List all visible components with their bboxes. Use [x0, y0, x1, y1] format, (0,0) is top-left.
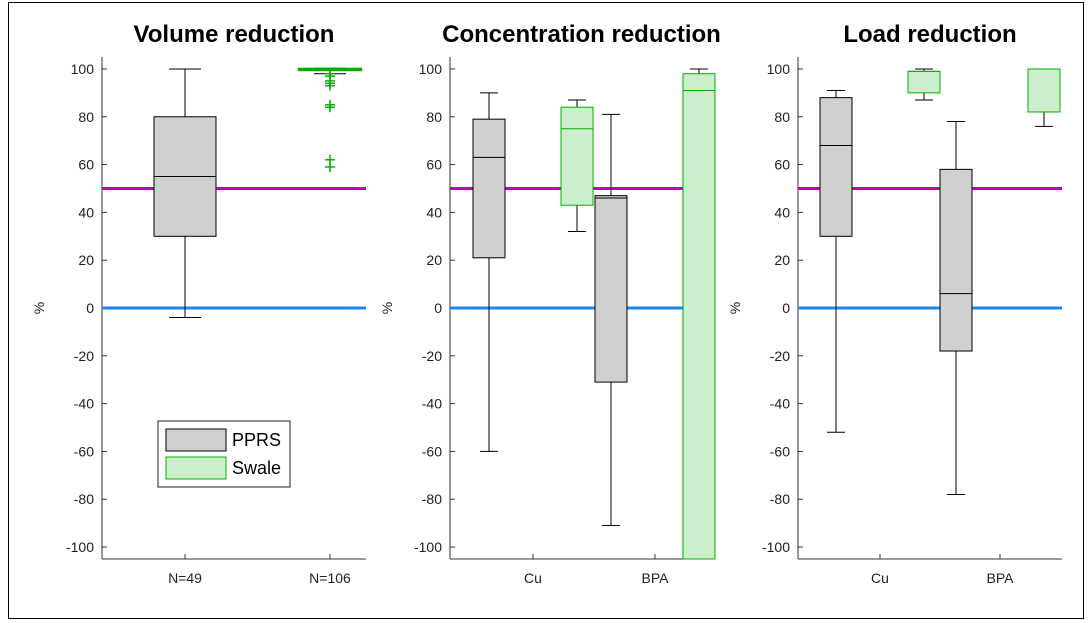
legend-swatch-pprs	[165, 428, 227, 452]
legend: PPRS Swale	[157, 420, 291, 488]
y-tick-label: 0	[782, 300, 790, 316]
legend-swatch-swale	[165, 456, 227, 480]
y-tick-label: 40	[426, 204, 442, 220]
y-tick-label: 80	[774, 109, 790, 125]
box-pprs-bpa	[939, 121, 973, 495]
y-tick-label: 0	[86, 300, 94, 316]
y-tick-label: 20	[426, 252, 442, 268]
chart-title: Volume reduction	[134, 21, 335, 48]
panel-1: Volume reduction% 100 80 60 40 20 0 -20 -40 -60 -8…	[31, 21, 366, 586]
y-tick-label: -60	[422, 443, 442, 459]
y-tick-label: -100	[414, 539, 442, 555]
interquartile-box	[819, 97, 853, 237]
y-tick-label: -80	[770, 491, 790, 507]
y-tick-label: -20	[74, 348, 94, 364]
y-tick-label: 0	[434, 300, 442, 316]
legend-label-swale: Swale	[232, 458, 281, 478]
x-tick-label: Cu	[524, 570, 542, 586]
y-tick-label: 20	[78, 252, 94, 268]
outlier-marker	[325, 161, 335, 172]
chart-title: Concentration reduction	[442, 21, 721, 48]
y-tick-label: -60	[74, 443, 94, 459]
y-tick-label: -60	[770, 443, 790, 459]
box-swale-cu	[560, 99, 594, 233]
x-tick-label: BPA	[642, 570, 670, 586]
box-swale-bpa	[1027, 68, 1061, 127]
y-tick-label: -100	[762, 539, 790, 555]
panel-3: Load reduction% 100 80 60 40 20 0 -20 -40 -60 -80 -…	[727, 21, 1062, 586]
y-axis-label: %	[379, 302, 395, 314]
y-tick-label: 60	[78, 157, 94, 173]
interquartile-box	[472, 118, 506, 259]
x-tick-label: BPA	[987, 570, 1015, 586]
interquartile-box	[907, 70, 941, 94]
interquartile-box	[1027, 68, 1061, 113]
interquartile-box	[682, 73, 716, 560]
x-tick-label: Cu	[871, 570, 889, 586]
y-tick-label: 40	[78, 204, 94, 220]
y-tick-label: 60	[774, 157, 790, 173]
box-swale-bpa	[682, 68, 716, 560]
y-tick-label: 80	[426, 109, 442, 125]
box-pprs-cu	[819, 89, 853, 433]
y-tick-label: 100	[767, 61, 791, 77]
y-tick-label: -40	[422, 396, 442, 412]
interquartile-box	[560, 106, 594, 206]
outlier-marker	[325, 80, 335, 91]
interquartile-box	[594, 195, 628, 383]
box-pprs-cu	[472, 92, 506, 452]
y-tick-label: -40	[770, 396, 790, 412]
panel-2: Concentration reduction% 100 80 60 40 20 0 -20 -…	[379, 21, 721, 586]
y-tick-label: -100	[66, 539, 94, 555]
y-tick-label: -40	[74, 396, 94, 412]
y-tick-label: -80	[422, 491, 442, 507]
y-tick-label: 100	[71, 61, 95, 77]
y-tick-label: 60	[426, 157, 442, 173]
outlier-marker	[325, 102, 335, 113]
box-swale-n106	[297, 67, 363, 172]
box-pprs-bpa	[594, 113, 628, 527]
box-swale-cu	[907, 68, 941, 101]
y-axis-label: %	[31, 302, 47, 314]
chart-title: Load reduction	[843, 21, 1016, 48]
legend-label-pprs: PPRS	[232, 430, 281, 450]
box-pprs-n49	[153, 68, 217, 319]
x-tick-label: N=106	[309, 570, 351, 586]
y-tick-label: -20	[422, 348, 442, 364]
interquartile-box	[939, 168, 973, 352]
y-tick-label: 20	[774, 252, 790, 268]
figure-frame	[8, 2, 1084, 619]
y-tick-label: 80	[78, 109, 94, 125]
y-tick-label: -20	[770, 348, 790, 364]
y-tick-label: 100	[419, 61, 443, 77]
y-tick-label: -80	[74, 491, 94, 507]
y-tick-label: 40	[774, 204, 790, 220]
y-axis-label: %	[727, 302, 743, 314]
x-tick-label: N=49	[168, 570, 202, 586]
